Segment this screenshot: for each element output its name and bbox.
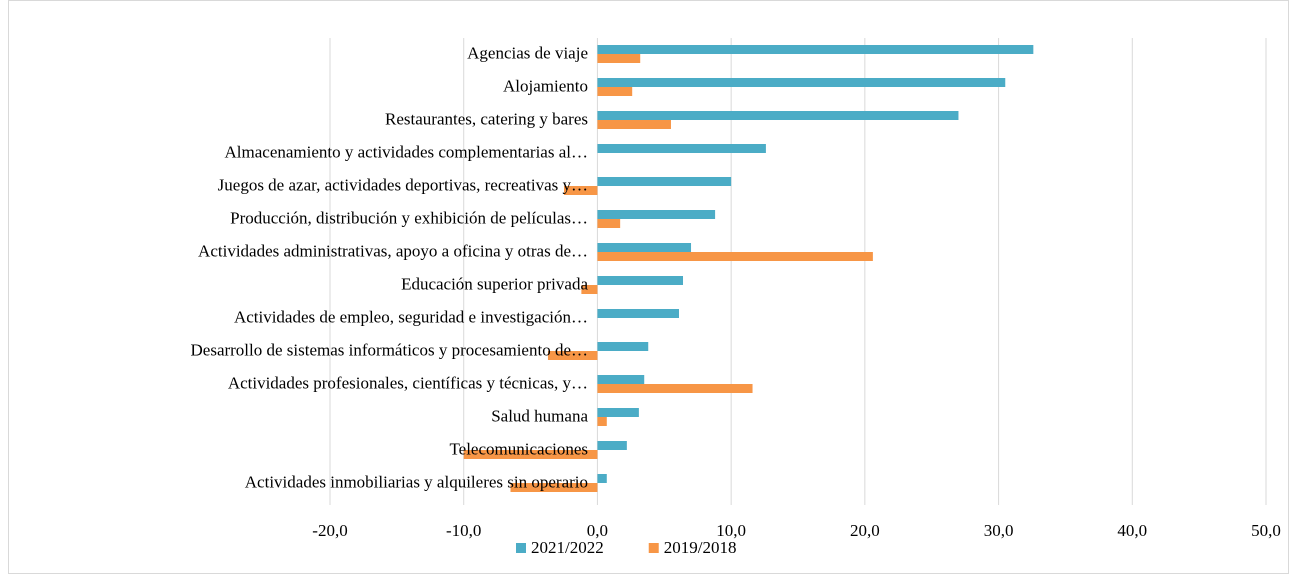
chart-border xyxy=(8,0,1289,574)
bar xyxy=(597,441,627,450)
y-tick-label: Telecomunicaciones xyxy=(449,439,588,458)
bar xyxy=(597,417,607,426)
labels: -20,0 -10,0 0,0 10,0 20,0 30,0 40,0 50,0 Agencia… xyxy=(191,43,1281,540)
bar xyxy=(597,384,753,393)
x-tick-label: 0,0 xyxy=(587,521,608,540)
bar xyxy=(597,474,607,483)
y-tick-label: Educación superior privada xyxy=(401,274,588,293)
bar xyxy=(597,252,873,261)
bar xyxy=(510,483,598,492)
bar xyxy=(597,78,1006,87)
bar xyxy=(597,210,716,219)
y-tick-label: Alojamiento xyxy=(503,76,588,95)
y-tick-label: Producción, distribución y exhibición de… xyxy=(230,208,588,227)
x-tick-label: 50,0 xyxy=(1251,521,1281,540)
bar xyxy=(597,144,766,153)
bar xyxy=(597,219,621,228)
x-tick-label: 30,0 xyxy=(984,521,1014,540)
bar xyxy=(597,243,692,252)
y-tick-label: Juegos de azar, actividades deportivas, … xyxy=(218,175,588,194)
grid xyxy=(329,38,1267,505)
bar xyxy=(597,87,633,96)
x-tick-label: 10,0 xyxy=(716,521,746,540)
bar xyxy=(597,111,959,120)
bar xyxy=(597,45,1034,54)
y-tick-label: Actividades de empleo, seguridad e inves… xyxy=(234,307,588,326)
x-tick-label: -20,0 xyxy=(312,521,347,540)
bar xyxy=(597,408,639,417)
bar xyxy=(597,276,684,285)
legend-swatch xyxy=(648,543,659,553)
x-tick-label: 40,0 xyxy=(1117,521,1147,540)
bar xyxy=(597,342,649,351)
bar xyxy=(564,186,598,195)
bar xyxy=(463,450,598,459)
x-tick-label: -10,0 xyxy=(446,521,481,540)
legend-swatch xyxy=(516,543,526,553)
bar xyxy=(597,120,671,129)
legend: 2021/2022 2019/2018 xyxy=(516,538,736,557)
bar xyxy=(597,54,641,63)
legend-label: 2021/2022 xyxy=(531,538,604,557)
bar xyxy=(597,309,679,318)
legend-label: 2019/2018 xyxy=(664,538,737,557)
y-tick-label: Actividades inmobiliarias y alquileres s… xyxy=(245,472,588,491)
y-tick-label: Almacenamiento y actividades complementa… xyxy=(225,142,588,161)
y-tick-label: Actividades administrativas, apoyo a ofi… xyxy=(198,241,588,260)
x-tick-label: 20,0 xyxy=(850,521,880,540)
bar xyxy=(581,285,598,294)
y-tick-label: Desarrollo de sistemas informáticos y pr… xyxy=(191,340,589,359)
y-tick-label: Restaurantes, catering y bares xyxy=(385,109,588,128)
bar xyxy=(597,177,732,186)
y-tick-label: Agencias de viaje xyxy=(467,43,588,62)
bar xyxy=(547,351,598,360)
y-tick-label: Salud humana xyxy=(491,406,588,425)
y-tick-label: Actividades profesionales, científicas y… xyxy=(228,373,588,392)
bar xyxy=(597,375,645,384)
bars xyxy=(463,45,1034,492)
